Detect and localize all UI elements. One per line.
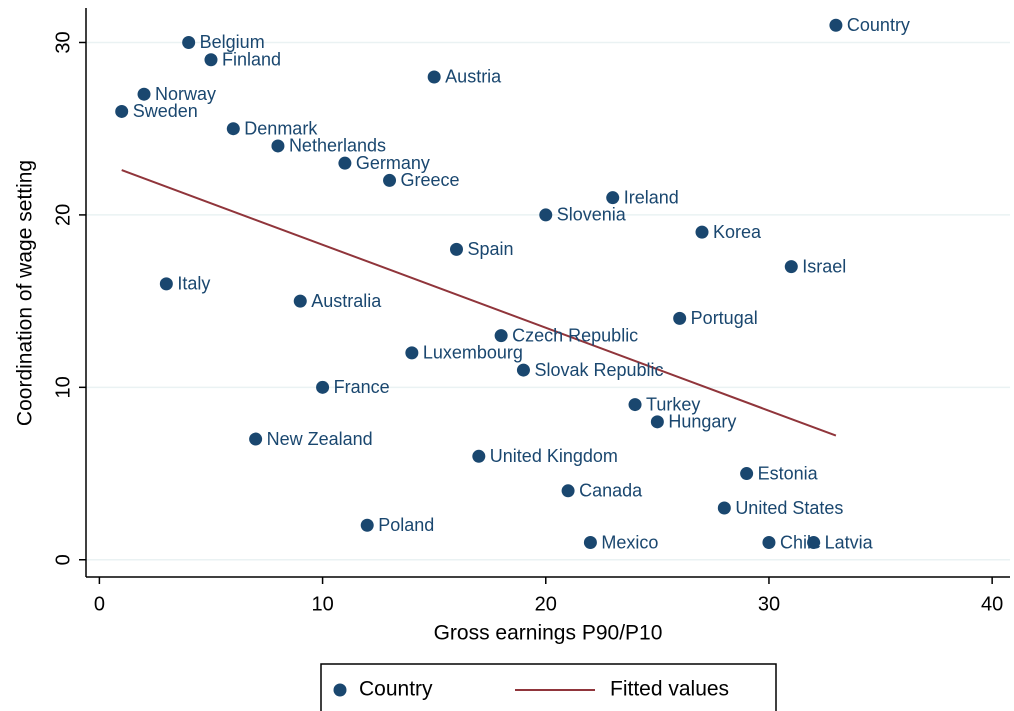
x-tick-label: 0	[94, 593, 105, 615]
scatter-point	[561, 484, 575, 498]
scatter-point	[427, 70, 441, 84]
scatter-point	[226, 122, 240, 136]
y-axis-title: Coordination of wage setting	[14, 160, 37, 426]
point-label: Slovak Republic	[534, 360, 663, 380]
point-label: Netherlands	[289, 136, 386, 156]
scatter-point	[182, 35, 196, 49]
scatter-point	[695, 225, 709, 239]
point-label: Sweden	[133, 101, 198, 121]
point-label: Norway	[155, 84, 216, 104]
point-label: Turkey	[646, 394, 700, 414]
point-label: Spain	[467, 239, 513, 259]
scatter-point	[717, 501, 731, 515]
scatter-point	[650, 415, 664, 429]
point-label: Greece	[401, 170, 460, 190]
scatter-point	[360, 518, 374, 532]
scatter-point	[472, 449, 486, 463]
point-label: Italy	[177, 274, 210, 294]
point-label: Estonia	[758, 463, 819, 483]
point-label: Slovenia	[557, 205, 627, 225]
point-label: Denmark	[244, 118, 318, 138]
legend-label: Country	[359, 678, 433, 701]
scatter-point	[762, 536, 776, 550]
point-label: Canada	[579, 481, 643, 501]
legend-marker	[333, 683, 347, 697]
y-tick-label: 30	[52, 31, 74, 53]
scatter-point	[383, 173, 397, 187]
scatter-point	[516, 363, 530, 377]
point-label: Israel	[802, 256, 846, 276]
point-label: Latvia	[825, 532, 874, 552]
legend-box	[320, 663, 777, 711]
scatter-point	[628, 398, 642, 412]
scatter-point	[673, 311, 687, 325]
scatter-point	[449, 242, 463, 256]
scatter-point	[606, 191, 620, 205]
scatter-point	[271, 139, 285, 153]
scatter-point	[807, 536, 821, 550]
point-label: Ireland	[624, 187, 679, 207]
point-label: Portugal	[691, 308, 758, 328]
point-label: France	[334, 377, 390, 397]
y-tick-label: 10	[52, 376, 74, 398]
point-label: Luxembourg	[423, 343, 523, 363]
fitted-line	[121, 169, 837, 437]
legend-label: Fitted values	[610, 678, 729, 701]
scatter-point	[137, 87, 151, 101]
point-label: Austria	[445, 67, 502, 87]
point-label: Mexico	[601, 532, 658, 552]
scatter-point	[784, 260, 798, 274]
scatter-point	[583, 536, 597, 550]
point-label: Australia	[311, 291, 382, 311]
point-label: Korea	[713, 222, 762, 242]
y-tick-label: 0	[52, 554, 74, 565]
scatter-point	[159, 277, 173, 291]
point-label: Hungary	[668, 412, 736, 432]
point-label: Czech Republic	[512, 325, 638, 345]
point-label: Poland	[378, 515, 434, 535]
scatter-point	[405, 346, 419, 360]
scatter-point	[740, 467, 754, 481]
scatter-point	[829, 18, 843, 32]
scatter-point	[293, 294, 307, 308]
x-tick-label: 30	[758, 593, 780, 615]
scatter-point	[539, 208, 553, 222]
y-tick-label: 20	[52, 204, 74, 226]
point-label: Germany	[356, 153, 430, 173]
scatter-point	[204, 53, 218, 67]
point-label: Country	[847, 15, 910, 35]
point-label: United Kingdom	[490, 446, 618, 466]
point-label: New Zealand	[267, 429, 373, 449]
scatter-point	[494, 329, 508, 343]
x-tick-label: 20	[535, 593, 557, 615]
scatter-point	[115, 104, 129, 118]
scatter-point	[338, 156, 352, 170]
point-label: United States	[735, 498, 843, 518]
scatter-point	[316, 380, 330, 394]
point-label: Belgium	[200, 32, 265, 52]
scatter-point	[249, 432, 263, 446]
x-axis-title: Gross earnings P90/P10	[434, 622, 663, 645]
point-label: Finland	[222, 49, 281, 69]
x-tick-label: 40	[981, 593, 1003, 615]
x-tick-label: 10	[311, 593, 333, 615]
